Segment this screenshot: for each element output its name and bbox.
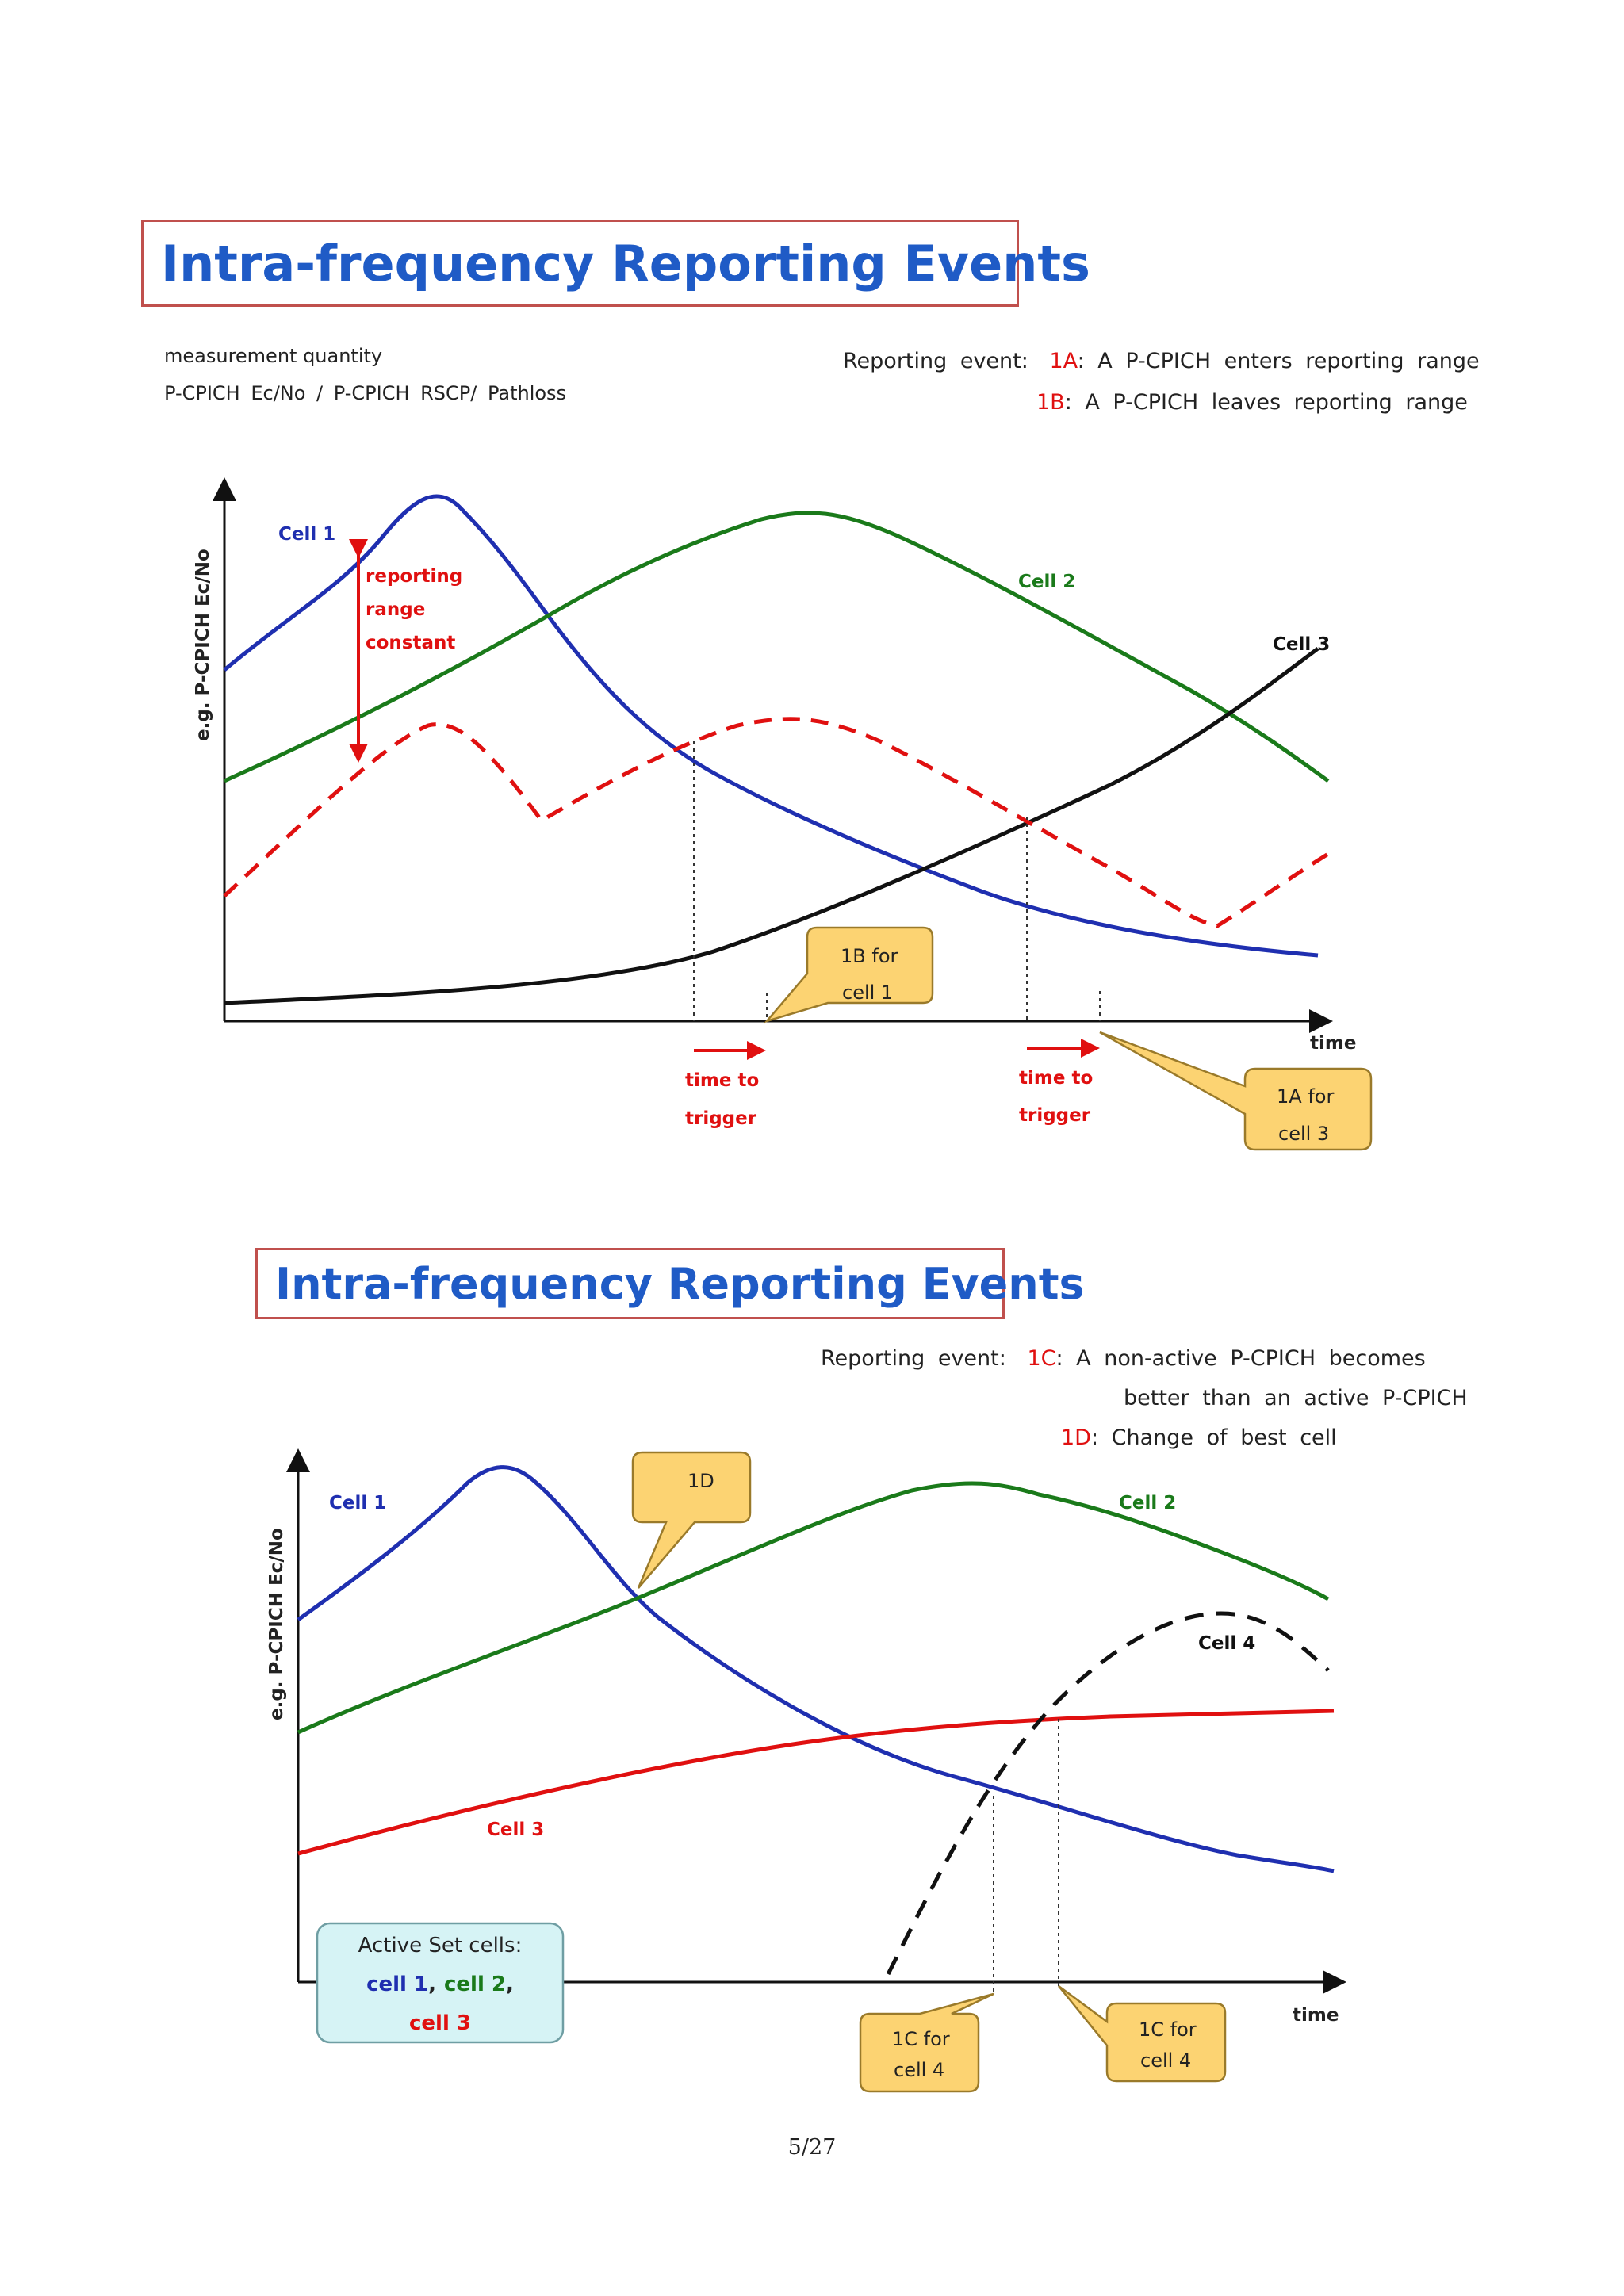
event-1a-text: : A P-CPICH enters reporting range [1077,349,1480,373]
reporting-event-prefix: Reporting event: [843,349,1028,373]
d1-callout-1a-line1: 1A for [1277,1085,1334,1108]
d1-ttt-a-line2: trigger [685,1108,757,1129]
d1-ttt-a-line1: time to [685,1070,759,1091]
d2-callout-1c-first-line1: 1C for [892,2028,950,2050]
d2-callout-1c-first: 1C for cell 4 [859,1992,994,2093]
d2-cell1-label: Cell 1 [329,1493,386,1513]
d1-callout-1b-line2: cell 1 [842,982,893,1004]
d2-active-set-cells: cell 1, cell 2, [366,1973,514,1996]
measurement-value: P-CPICH Ec/No / P-CPICH RSCP/ Pathloss [164,382,567,404]
d2-callout-1c-second-line2: cell 4 [1140,2049,1191,2072]
d2-y-label: e.g. P-CPICH Ec/No [266,1528,287,1720]
event-1a-line: Reporting event: 1A: A P-CPICH enters re… [843,349,1480,373]
d1-callout-1b: 1B for cell 1 [764,926,934,1024]
d1-callout-1a: 1A for cell 3 [1099,1031,1373,1151]
d1-cell2-label: Cell 2 [1018,572,1075,592]
d2-active-comma1: , [428,1973,436,1996]
d1-cell3-label: Cell 3 [1273,634,1330,655]
d1-callout-1b-line1: 1B for [841,945,898,967]
event-1c-line: Reporting event: 1C: A non-active P-CPIC… [821,1346,1426,1371]
d1-cell3-curve [224,647,1320,1005]
event-1d-line: 1D: Change of best cell [1061,1425,1337,1450]
event-1c-code: 1C [1027,1346,1056,1371]
d2-callout-1d: 1D [631,1451,752,1589]
d1-cell2-curve [223,511,1330,783]
event-1a-code: 1A [1049,349,1078,373]
page-number: 5/27 [787,2135,837,2160]
event-1c-line2: better than an active P-CPICH [1124,1386,1468,1410]
measurement-label: measurement quantity [164,345,383,367]
diagram2: e.g. P-CPICH Ec/No time Cell 1 Cell 2 Ce… [266,1448,1346,2093]
d2-cell3-label: Cell 3 [487,1820,544,1840]
d2-cell4-label: Cell 4 [1198,1633,1255,1654]
diagram1: e.g. P-CPICH Ec/No time Cell 1 Cell 2 [193,477,1373,1151]
d2-active-set-box: Active Set cells: cell 1, cell 2, cell 3 [316,1922,565,2044]
d1-cell1-label: Cell 1 [278,524,335,545]
page-title-top: Intra-frequency Reporting Events [141,220,1090,307]
d2-active-comma2: , [506,1973,514,1996]
d1-range-label-3: constant [366,633,455,653]
d1-y-label: e.g. P-CPICH Ec/No [193,549,213,741]
d1-ttt-b-line2: trigger [1019,1105,1091,1126]
d1-x-label: time [1310,1033,1356,1054]
d1-cell1-curve [223,494,1319,958]
event-1b-code: 1B [1036,390,1065,415]
d2-active-set-title: Active Set cells: [358,1934,523,1957]
d1-range-label-2: range [366,599,425,620]
event-1b-line: 1B: A P-CPICH leaves reporting range [1036,390,1468,415]
d1-range-label-1: reporting [366,566,462,587]
d2-active-cell2: cell 2 [444,1973,506,1996]
d2-active-cell3: cell 3 [409,2011,471,2035]
d2-active-cell1: cell 1 [366,1973,428,1996]
page-title-bottom: Intra-frequency Reporting Events [255,1248,1085,1319]
d2-cell2-label: Cell 2 [1119,1493,1176,1513]
event-1d-code: 1D [1061,1425,1091,1450]
d2-callout-1d-text: 1D [688,1470,714,1492]
event-1b-text: : A P-CPICH leaves reporting range [1064,390,1468,415]
d2-cell2-curve [297,1481,1330,1735]
d2-x-label: time [1293,2005,1339,2026]
d2-cell4-curve [886,1611,1330,1976]
d1-ttt-b-line1: time to [1019,1068,1093,1089]
event-1c-text: : A non-active P-CPICH becomes [1055,1346,1426,1371]
d1-reporting-range-curve [223,717,1330,928]
d2-cell1-curve [297,1465,1335,1873]
event-1d-text: : Change of best cell [1090,1425,1337,1450]
reporting-event-prefix-2: Reporting event: [821,1346,1006,1371]
d2-callout-1c-first-line2: cell 4 [894,2059,944,2081]
d1-callout-1a-line2: cell 3 [1278,1123,1329,1145]
d2-cell3-curve [297,1709,1335,1856]
d2-callout-1c-second: 1C for cell 4 [1058,1984,1227,2083]
d2-callout-1c-second-line1: 1C for [1139,2019,1197,2041]
